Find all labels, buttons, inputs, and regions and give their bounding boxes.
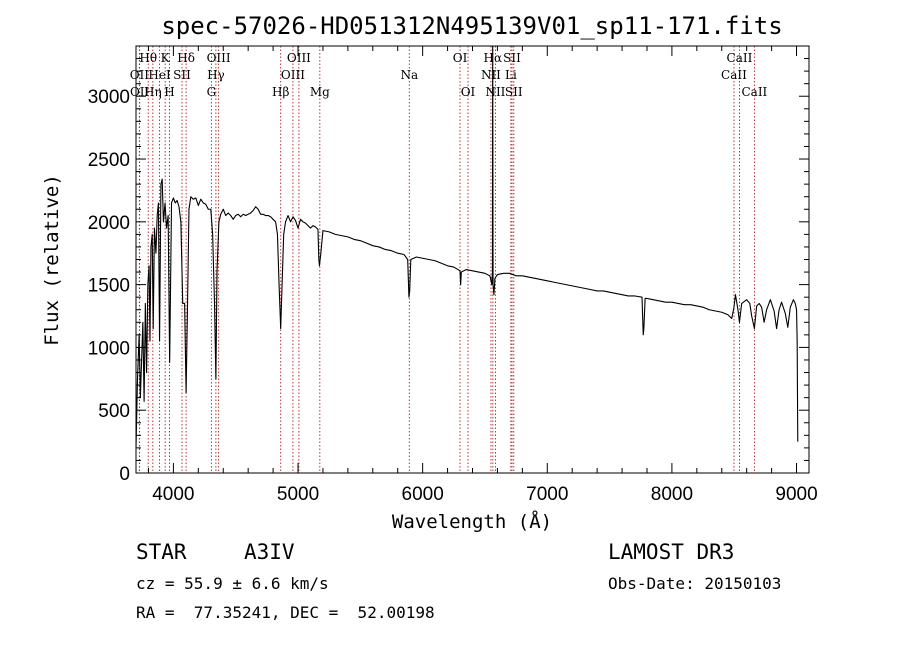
marker-label-13: OIII (287, 51, 311, 65)
marker-label-6: SII (173, 68, 191, 82)
x-tick-label: 6000 (402, 484, 444, 505)
marker-label-25: CaII (727, 51, 753, 65)
x-tick-labels: 4000 5000 6000 7000 8000 9000 (152, 484, 817, 505)
y-tick-label: 1500 (88, 276, 130, 297)
y-tick-labels: 0 500 1000 1500 2000 2500 3000 (88, 87, 130, 485)
x-tick-label: 9000 (775, 484, 817, 505)
marker-label-24: SII (505, 85, 523, 99)
y-tick-label: 500 (98, 401, 130, 422)
chart-title: spec-57026-HD051312N495139V01_sp11-171.f… (161, 12, 782, 40)
object-type: STAR (136, 540, 187, 564)
marker-label-26: CaII (721, 68, 747, 82)
spectrum-series-line (135, 45, 799, 448)
spectral-line-markers (138, 46, 755, 473)
observation-date: Obs-Date: 20150103 (608, 574, 782, 593)
marker-label-7: H (164, 85, 174, 99)
marker-label-1: OII (130, 68, 150, 82)
marker-label-12: Hβ (272, 85, 289, 99)
marker-label-9: OIII (207, 51, 231, 65)
axis-ticks (136, 45, 809, 474)
x-tick-label: 5000 (277, 484, 319, 505)
marker-label-5: K (161, 51, 171, 65)
marker-label-3: Hη (144, 85, 162, 99)
sky-coordinates: RA = 77.35241, DEC = 52.00198 (136, 603, 435, 622)
plot-area-frame (135, 45, 810, 474)
marker-label-18: OI (461, 85, 476, 99)
redshift-velocity: cz = 55.9 ± 6.6 km/s (136, 574, 329, 593)
marker-label-14: OIII (281, 68, 305, 82)
y-tick-label: 1000 (88, 338, 130, 359)
marker-label-23: NII (485, 85, 505, 99)
x-tick-label: 8000 (651, 484, 693, 505)
x-axis-label: Wavelength (Å) (392, 510, 552, 533)
survey-name: LAMOST DR3 (608, 540, 735, 564)
marker-label-8: Hδ (177, 51, 195, 65)
x-tick-label: 4000 (152, 484, 194, 505)
marker-label-21: NII (481, 68, 501, 82)
marker-label-15: Mg (310, 85, 330, 99)
marker-label-10: Hγ (207, 68, 225, 82)
spectral-subclass: A3IV (244, 540, 295, 564)
y-tick-label: 0 (119, 464, 130, 485)
marker-label-17: OI (453, 51, 468, 65)
marker-label-16: Na (400, 68, 418, 82)
y-tick-label: 2000 (88, 213, 130, 234)
x-tick-label: 7000 (526, 484, 568, 505)
y-tick-label: 3000 (88, 87, 130, 108)
marker-label-22: Li (505, 68, 517, 82)
marker-label-27: CaII (741, 85, 767, 99)
y-tick-label: 2500 (88, 150, 130, 171)
marker-label-0: Hθ (139, 51, 157, 65)
marker-label-2: OII (130, 85, 150, 99)
marker-label-11: G (207, 85, 217, 99)
marker-label-4: HeI (148, 68, 171, 82)
marker-label-20: SII (503, 51, 521, 65)
y-axis-label: Flux (relative) (41, 174, 63, 346)
